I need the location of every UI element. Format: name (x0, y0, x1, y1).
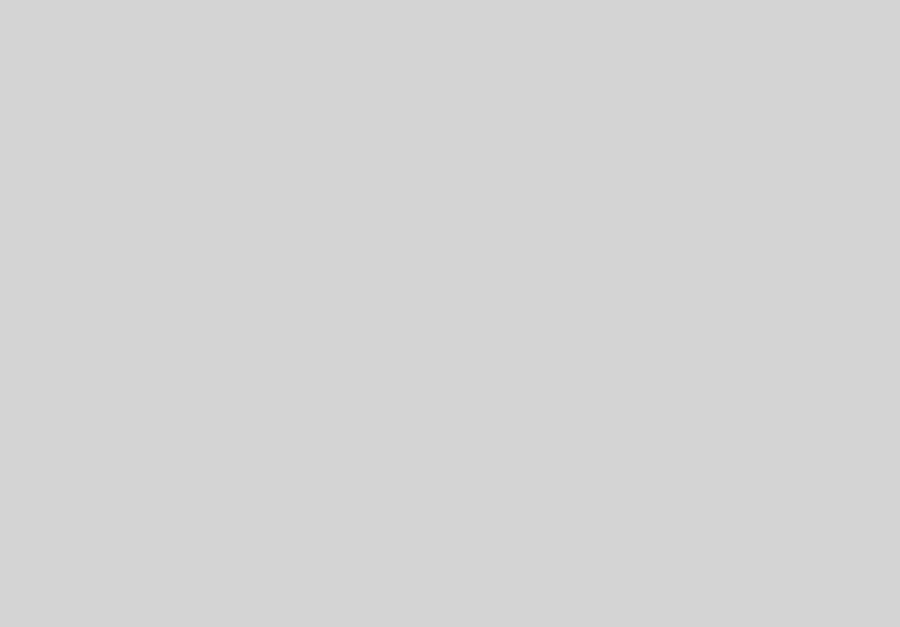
Text: Samsung Galaxy Camera 3G: Samsung Galaxy Camera 3G (22, 32, 352, 52)
Text: mag: mag (802, 93, 839, 107)
Text: 16MP BSI-CMOS sensor: 16MP BSI-CMOS sensor (50, 554, 203, 567)
Circle shape (750, 7, 880, 137)
Text: px: px (795, 34, 825, 54)
FancyBboxPatch shape (485, 252, 806, 492)
Text: 6.16mm: 6.16mm (490, 231, 545, 244)
Text: 1/2.3": 1/2.3" (485, 507, 587, 536)
Text: 4.55mm: 4.55mm (21, 346, 34, 401)
Text: Samsung PL210: Samsung PL210 (460, 32, 647, 52)
Text: 14MP CCD sensor: 14MP CCD sensor (485, 554, 602, 567)
Text: 6.17mm: 6.17mm (55, 234, 110, 248)
Text: 4.62mm: 4.62mm (456, 344, 469, 399)
Text: l: l (828, 56, 838, 85)
Text: © PXLMAG.com - sensor comparison for Samsung Galaxy Camera 3G vs Samsung PL210: © PXLMAG.com - sensor comparison for Sam… (22, 607, 486, 617)
FancyBboxPatch shape (50, 255, 371, 492)
Text: 1/2.3": 1/2.3" (50, 507, 152, 536)
